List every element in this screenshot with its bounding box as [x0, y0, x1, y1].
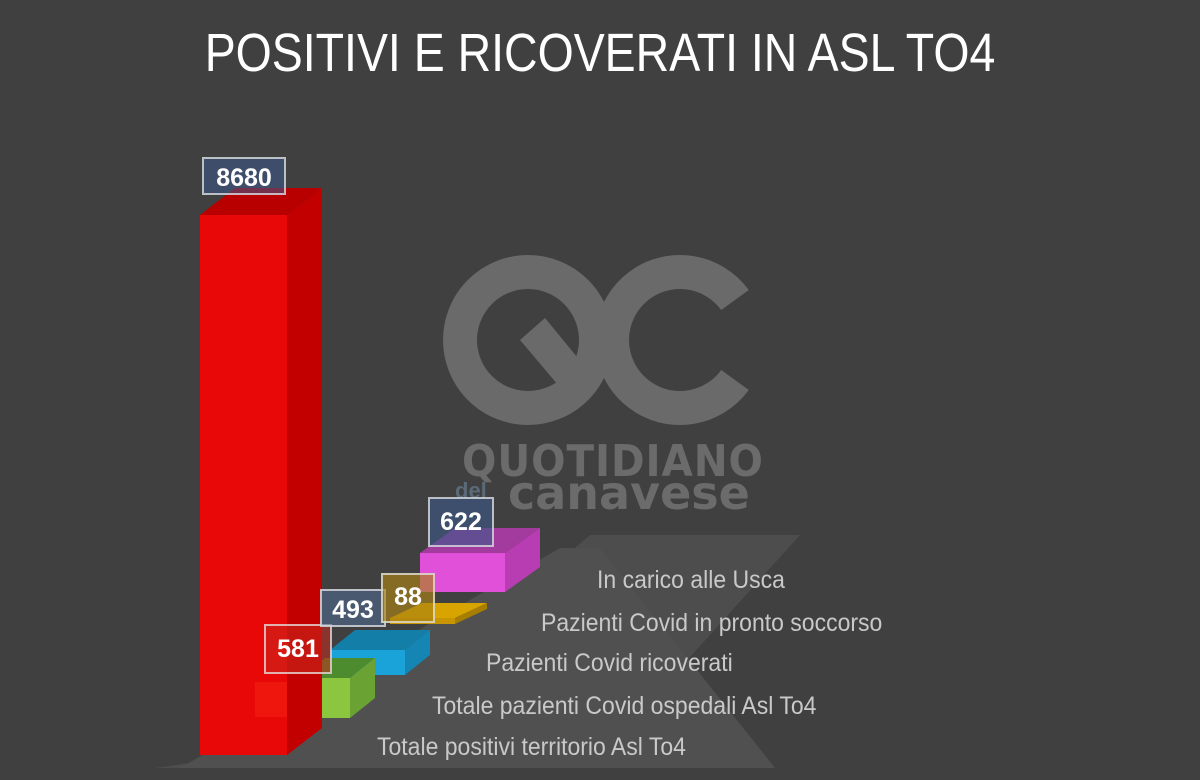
category-label-ricoverati: Pazienti Covid ricoverati	[486, 649, 733, 677]
value-label-pronto-soccorso: 88	[381, 573, 435, 623]
category-label-pronto-soccorso: Pazienti Covid in pronto soccorso	[541, 609, 883, 637]
category-label-totale-ospedali: Totale pazienti Covid ospedali Asl To4	[432, 692, 817, 720]
value-label-totale-ospedali: 581	[264, 624, 332, 674]
value-label-ricoverati: 493	[320, 589, 386, 627]
value-label-usca: 622	[428, 497, 494, 547]
watermark-line2: canavese	[508, 466, 750, 520]
watermark-line1: QUOTIDIANO	[462, 436, 764, 487]
value-label-totale-positivi: 8680	[202, 157, 286, 195]
chart-title: POSITIVI E RICOVERATI IN ASL TO4	[204, 23, 996, 83]
category-label-totale-positivi: Totale positivi territorio Asl To4	[377, 733, 686, 761]
category-label-usca: In carico alle Usca	[597, 566, 785, 594]
